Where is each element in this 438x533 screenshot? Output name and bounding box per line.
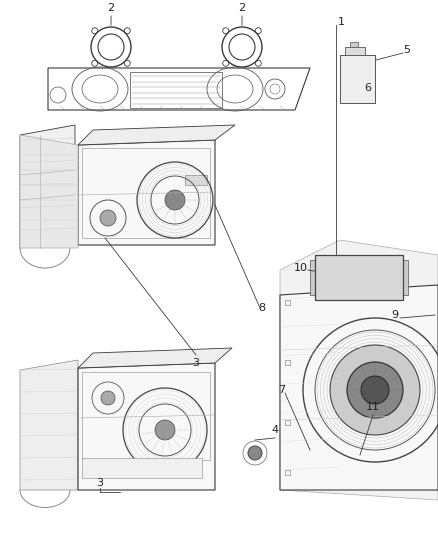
Polygon shape: [78, 348, 232, 368]
Bar: [345, 47, 365, 55]
Bar: [350, 42, 358, 47]
Bar: [285, 470, 290, 475]
Bar: [82, 458, 202, 478]
Circle shape: [330, 345, 420, 435]
Bar: [335, 293, 342, 300]
Text: 3: 3: [192, 358, 199, 368]
Bar: [130, 72, 222, 108]
Text: 5: 5: [403, 45, 410, 55]
Text: 1: 1: [338, 17, 345, 27]
Text: 2: 2: [107, 3, 115, 13]
Text: 3: 3: [96, 478, 103, 488]
Circle shape: [165, 190, 185, 210]
Bar: [82, 372, 210, 460]
Polygon shape: [20, 360, 78, 490]
Circle shape: [155, 420, 175, 440]
Polygon shape: [20, 125, 75, 248]
Text: 8: 8: [258, 303, 265, 313]
Polygon shape: [78, 363, 215, 490]
Circle shape: [101, 391, 115, 405]
Polygon shape: [78, 125, 235, 145]
Polygon shape: [20, 135, 78, 248]
Bar: [345, 293, 352, 300]
Bar: [285, 300, 290, 305]
Bar: [403, 260, 408, 295]
Bar: [285, 420, 290, 425]
Bar: [185, 175, 207, 185]
Circle shape: [361, 376, 389, 404]
Text: 10: 10: [294, 263, 308, 273]
Text: 9: 9: [391, 310, 398, 320]
Text: 2: 2: [238, 3, 246, 13]
Bar: [315, 255, 403, 300]
Polygon shape: [280, 240, 438, 500]
Text: 6: 6: [364, 83, 371, 93]
Polygon shape: [78, 140, 215, 245]
Bar: [285, 360, 290, 365]
Circle shape: [100, 210, 116, 226]
Text: 4: 4: [272, 425, 279, 435]
Bar: [82, 148, 210, 238]
Text: 7: 7: [278, 385, 285, 395]
Circle shape: [347, 362, 403, 418]
Polygon shape: [280, 285, 438, 490]
Bar: [310, 260, 315, 295]
Text: 11: 11: [366, 402, 380, 412]
Bar: [325, 293, 332, 300]
Bar: [340, 55, 375, 103]
Circle shape: [248, 446, 262, 460]
